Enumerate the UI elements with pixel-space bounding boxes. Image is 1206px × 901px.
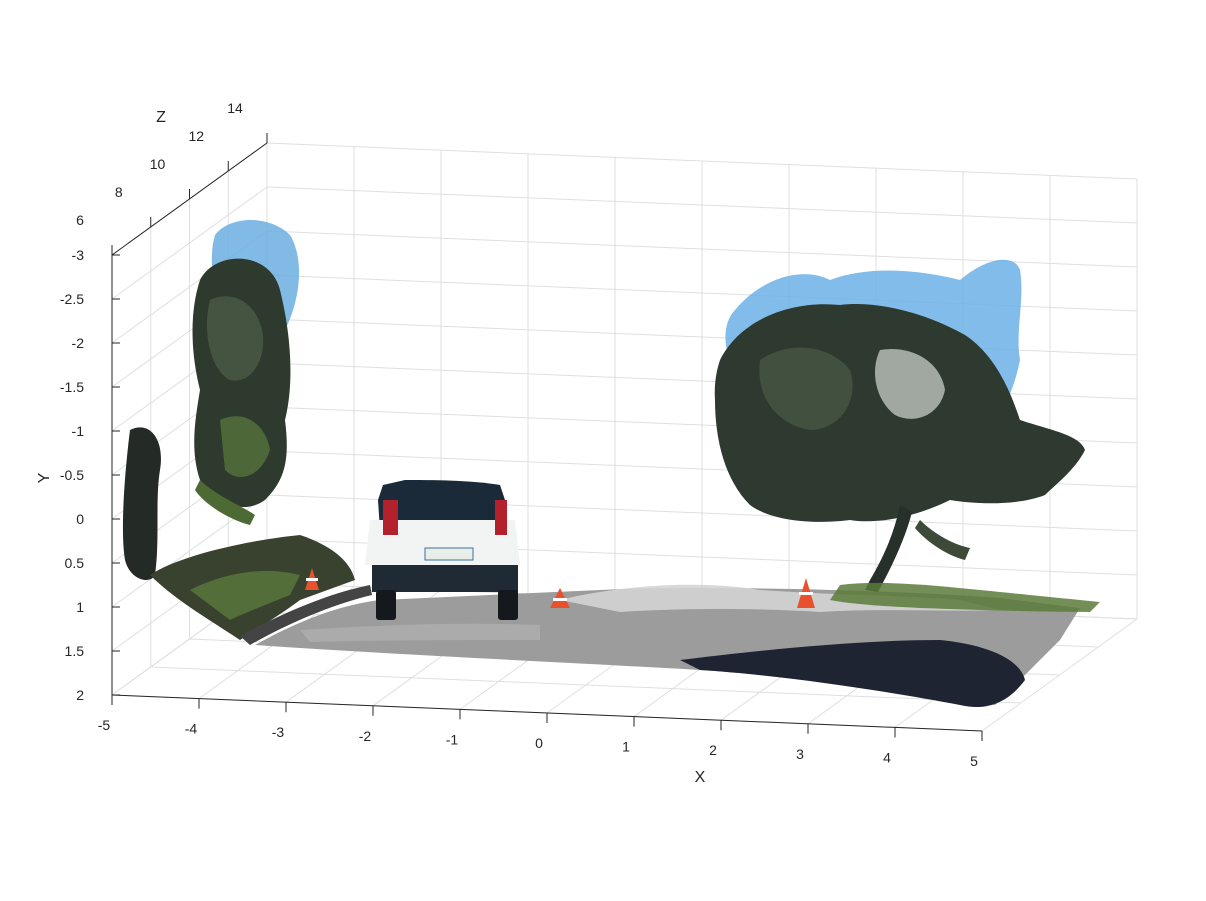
car <box>365 480 520 620</box>
right-tree <box>714 259 1100 612</box>
x-tick-label: -5 <box>98 717 111 733</box>
y-tick-label: -1.5 <box>60 379 84 395</box>
x-tick-label: -2 <box>359 728 372 744</box>
y-tick-label: -3 <box>72 247 85 263</box>
grid-line <box>150 666 1021 704</box>
y-tick-label: 2 <box>76 687 84 703</box>
x-tick-label: -3 <box>272 724 285 740</box>
y-tick-label: -1 <box>72 423 85 439</box>
axes: -5 -4 -3 -2 -1 0 1 2 3 4 5-3-2.5-2-1.5-1-0.500.511… <box>36 100 983 786</box>
x-tick-label: 0 <box>535 735 543 751</box>
y-tick-label: -0.5 <box>60 467 84 483</box>
y-tick-label: -2.5 <box>60 291 84 307</box>
x-tick-label: 2 <box>709 742 717 758</box>
y-tick-label: 1 <box>76 599 84 615</box>
y-tick-label: 0 <box>76 511 84 527</box>
grid-line <box>266 186 1138 224</box>
z-tick-label: 6 <box>76 212 84 228</box>
left-tree <box>122 220 300 580</box>
x-axis-label: X <box>695 769 706 786</box>
x-tick-label: 4 <box>883 749 891 765</box>
y-axis-label: Y <box>36 472 53 483</box>
z-tick-label: 12 <box>188 128 204 144</box>
y-tick-label: 0.5 <box>65 555 85 571</box>
x-tick-label: 5 <box>970 753 978 769</box>
z-tick-label: 14 <box>227 100 243 116</box>
z-tick-label: 10 <box>150 156 166 172</box>
y-tick-label: -2 <box>72 335 85 351</box>
grid-line <box>266 230 1138 268</box>
x-tick-label: 3 <box>796 746 804 762</box>
y-tick-label: 1.5 <box>65 643 85 659</box>
x-tick-label: -1 <box>446 731 459 747</box>
grid-line <box>266 142 1138 180</box>
x-tick-label: -4 <box>185 721 198 737</box>
traffic-cones <box>305 568 815 608</box>
point-cloud <box>122 220 1100 708</box>
x-tick-label: 1 <box>622 739 630 755</box>
z-axis-label: Z <box>156 109 166 126</box>
z-tick-label: 8 <box>115 184 123 200</box>
grass-verge <box>150 535 372 645</box>
